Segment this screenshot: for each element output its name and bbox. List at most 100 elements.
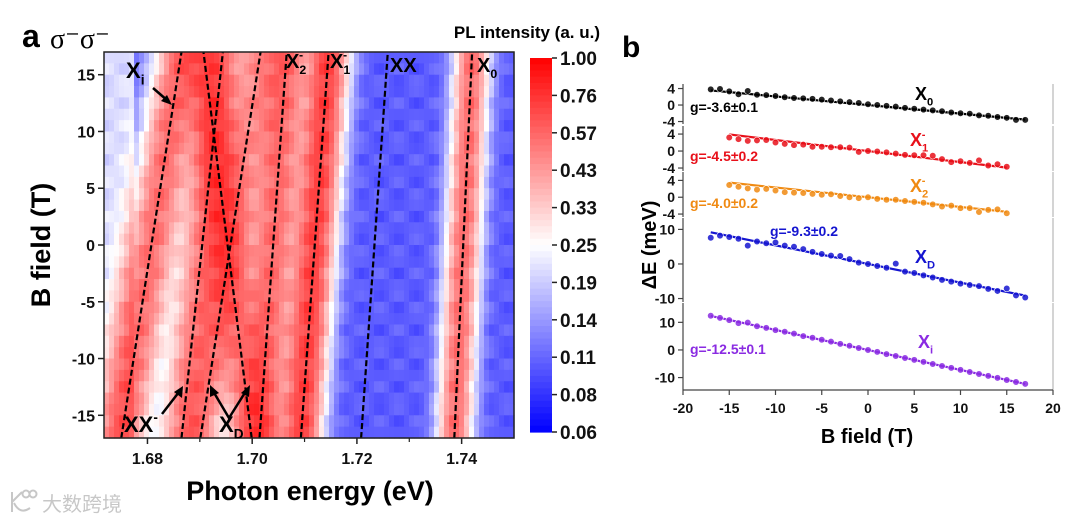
heatmap-cell — [414, 154, 420, 167]
heatmap-cell — [509, 222, 515, 235]
heatmap-cell — [219, 108, 225, 121]
heatmap-cell — [224, 131, 230, 144]
heatmap-cell — [449, 403, 455, 416]
heatmap-cell — [229, 347, 235, 360]
heatmap-cell — [224, 256, 230, 269]
heatmap-cell — [309, 210, 315, 223]
heatmap-cell — [224, 301, 230, 314]
heatmap-cell — [314, 176, 320, 189]
heatmap-cell — [174, 120, 180, 133]
data-point — [734, 90, 743, 98]
heatmap-cell — [419, 267, 425, 280]
heatmap-cell — [164, 233, 170, 246]
y-tick-label: -4 — [663, 206, 676, 222]
series-label: X0 — [915, 84, 933, 108]
heatmap-cell — [449, 52, 455, 64]
heatmap-cell — [504, 154, 510, 167]
heatmap-cell — [439, 369, 445, 382]
heatmap-cell — [199, 97, 205, 110]
heatmap-cell — [399, 154, 405, 167]
heatmap-cell — [364, 245, 370, 257]
heatmap-cell — [464, 279, 470, 292]
heatmap-cell — [354, 415, 360, 428]
heatmap-cell — [189, 52, 195, 64]
heatmap-cell — [434, 142, 440, 155]
heatmap-cell — [339, 142, 345, 155]
heatmap-cell — [244, 210, 250, 223]
heatmap-cell — [464, 86, 470, 99]
heatmap-cell — [269, 74, 275, 87]
heatmap-cell — [219, 381, 225, 394]
heatmap-cell — [429, 313, 435, 326]
heatmap-cell — [149, 210, 155, 223]
heatmap-cell — [134, 426, 140, 439]
heatmap-cell — [244, 108, 250, 121]
heatmap-cell — [364, 267, 370, 280]
heatmap-cell — [149, 86, 155, 99]
heatmap-cell — [444, 120, 450, 133]
heatmap-cell — [164, 222, 170, 235]
heatmap-cell — [494, 279, 500, 292]
heatmap-cell — [184, 108, 190, 121]
heatmap-cell — [194, 154, 200, 167]
heatmap-cell — [354, 256, 360, 269]
data-point — [845, 144, 854, 152]
x-tick-label: 0 — [864, 400, 872, 416]
data-point — [762, 239, 770, 247]
heatmap-cell — [129, 335, 135, 348]
heatmap-cell — [419, 392, 425, 405]
heatmap-cell — [334, 403, 340, 416]
heatmap-cell — [499, 131, 505, 144]
heatmap-cell — [319, 188, 325, 201]
heatmap-cell — [214, 301, 220, 314]
heatmap-cell — [449, 301, 455, 314]
heatmap-cell — [229, 199, 235, 212]
heatmap-cell — [209, 324, 215, 337]
heatmap-cell — [504, 74, 510, 87]
heatmap-cell — [354, 222, 360, 235]
heatmap-cell — [184, 381, 190, 394]
heatmap-cell — [454, 142, 460, 155]
heatmap-cell — [459, 415, 465, 428]
heatmap-cell — [134, 369, 140, 382]
heatmap-cell — [504, 279, 510, 292]
heatmap-cell — [429, 290, 435, 303]
heatmap-cell — [129, 120, 135, 133]
annotation-2-sub: D — [234, 427, 244, 442]
heatmap-cell — [454, 347, 460, 360]
heatmap-cell — [204, 347, 210, 360]
heatmap-cell — [204, 210, 210, 223]
colorbar-title: PL intensity (a. u.) — [454, 23, 600, 42]
heatmap-cell — [334, 426, 340, 439]
heatmap-cell — [474, 369, 480, 382]
heatmap-cell — [144, 199, 150, 212]
heatmap-cell — [494, 381, 500, 394]
heatmap-cell — [414, 176, 420, 189]
heatmap-cell — [504, 222, 510, 235]
heatmap-cell — [454, 403, 460, 416]
heatmap-cell — [254, 245, 260, 257]
heatmap-cell — [104, 154, 110, 167]
heatmap-cell — [494, 233, 500, 246]
heatmap-cell — [294, 335, 300, 348]
heatmap-cell — [219, 301, 225, 314]
heatmap-cell — [234, 63, 240, 76]
heatmap-cell — [284, 279, 290, 292]
heatmap-cell — [199, 279, 205, 292]
heatmap-cell — [379, 279, 385, 292]
heatmap-cell — [159, 233, 165, 246]
heatmap-cell — [164, 199, 170, 212]
heatmap-cell — [124, 108, 130, 121]
heatmap-cell — [414, 358, 420, 371]
heatmap-cell — [494, 97, 500, 110]
y-tick-label: 10 — [659, 314, 675, 330]
heatmap-cell — [409, 154, 415, 167]
heatmap-cell — [164, 154, 170, 167]
heatmap-cell — [154, 245, 160, 257]
heatmap-cell — [259, 86, 265, 99]
data-point — [771, 186, 780, 195]
heatmap-cell — [234, 369, 240, 382]
data-point — [882, 148, 891, 156]
colorbar-segment — [530, 269, 552, 277]
heatmap-cell — [414, 199, 420, 212]
